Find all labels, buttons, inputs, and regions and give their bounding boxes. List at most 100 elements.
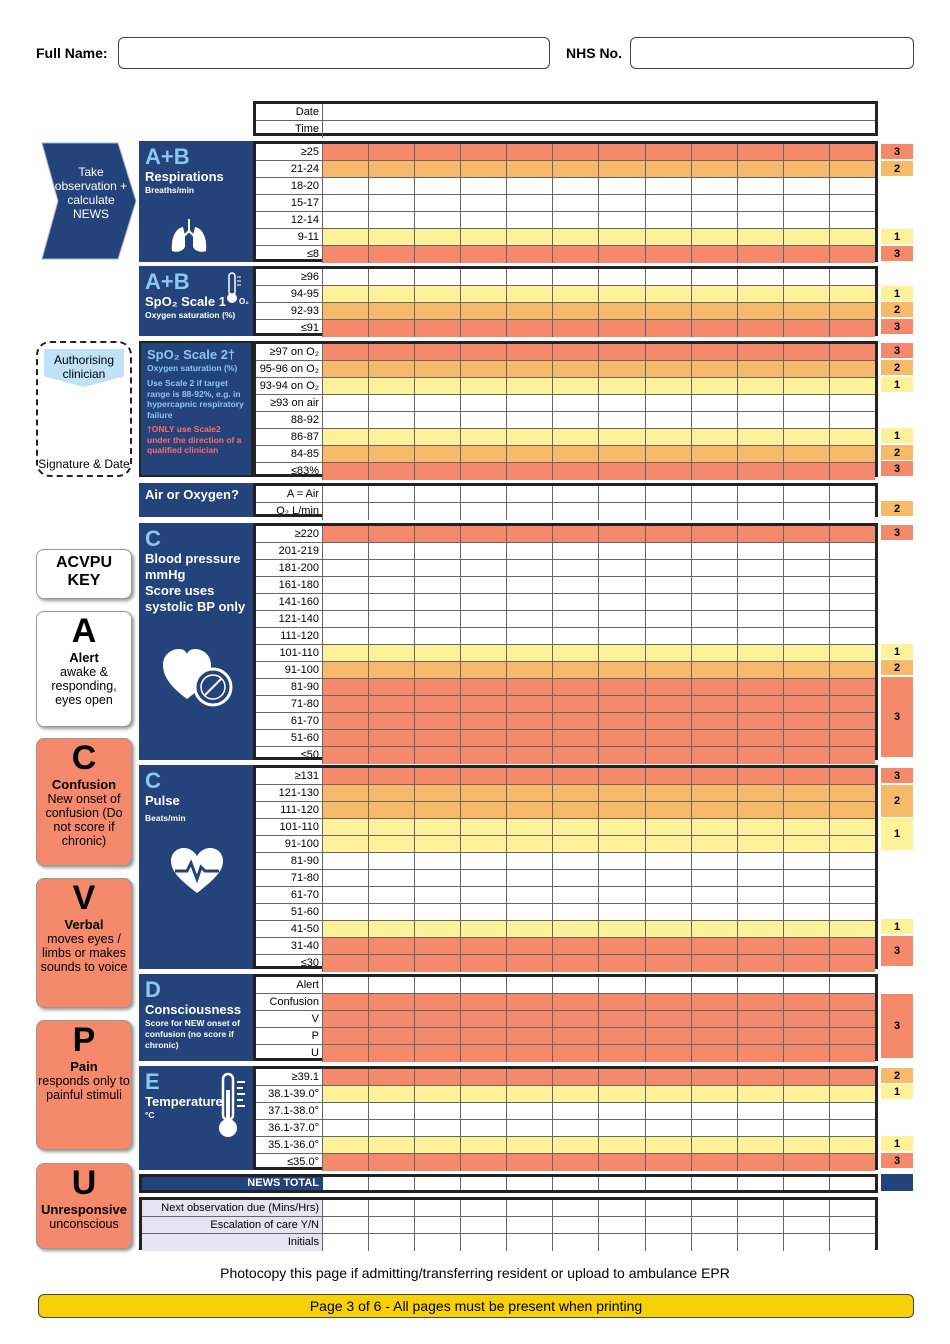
obs-cell[interactable]	[737, 819, 784, 835]
obs-cell[interactable]	[553, 645, 600, 661]
obs-cell[interactable]	[415, 543, 462, 559]
obs-cell[interactable]	[599, 269, 646, 285]
obs-cell[interactable]	[737, 1086, 784, 1102]
obs-cell[interactable]	[553, 955, 600, 972]
obs-cell[interactable]	[691, 269, 738, 285]
obs-cell[interactable]	[645, 1011, 692, 1027]
obs-cell[interactable]	[691, 977, 738, 993]
obs-cell[interactable]	[829, 785, 875, 801]
obs-cell[interactable]	[369, 679, 416, 695]
obs-cell[interactable]	[507, 696, 554, 712]
obs-cell[interactable]	[369, 594, 416, 610]
obs-cell[interactable]	[507, 628, 554, 644]
obs-cell[interactable]	[369, 412, 416, 428]
obs-cell[interactable]	[829, 577, 875, 593]
obs-cell[interactable]	[829, 870, 875, 886]
obs-cell[interactable]	[369, 904, 416, 920]
obs-cell[interactable]	[737, 1137, 784, 1153]
obs-cell[interactable]	[507, 446, 554, 462]
obs-cell[interactable]	[645, 161, 692, 177]
obs-cell[interactable]	[783, 1028, 830, 1044]
obs-cell[interactable]	[369, 977, 416, 993]
obs-cell[interactable]	[369, 645, 416, 661]
obs-cell[interactable]	[553, 1086, 600, 1102]
obs-cell[interactable]	[783, 1069, 830, 1085]
obs-cell[interactable]	[323, 486, 370, 502]
obs-cell[interactable]	[829, 1086, 875, 1102]
obs-cell[interactable]	[599, 429, 646, 445]
obs-cell[interactable]	[553, 853, 600, 869]
obs-cell[interactable]	[369, 955, 416, 972]
obs-cell[interactable]	[553, 594, 600, 610]
obs-cell[interactable]	[461, 819, 508, 835]
obs-cell[interactable]	[323, 768, 370, 784]
obs-cell[interactable]	[783, 713, 830, 729]
obs-cell[interactable]	[645, 503, 692, 520]
obs-cell[interactable]	[323, 560, 370, 576]
obs-cell[interactable]	[323, 1200, 370, 1216]
obs-cell[interactable]	[599, 378, 646, 394]
obs-cell[interactable]	[415, 361, 462, 377]
obs-cell[interactable]	[645, 662, 692, 678]
obs-cell[interactable]	[323, 747, 370, 764]
obs-cell[interactable]	[553, 887, 600, 903]
obs-cell[interactable]	[645, 320, 692, 337]
obs-cell[interactable]	[369, 178, 416, 194]
obs-cell[interactable]	[783, 178, 830, 194]
obs-cell[interactable]	[553, 577, 600, 593]
obs-cell[interactable]	[553, 977, 600, 993]
obs-cell[interactable]	[323, 395, 370, 411]
obs-cell[interactable]	[645, 1045, 692, 1062]
obs-cell[interactable]	[737, 870, 784, 886]
obs-cell[interactable]	[323, 938, 370, 954]
obs-cell[interactable]	[599, 994, 646, 1010]
obs-cell[interactable]	[645, 212, 692, 228]
obs-cell[interactable]	[829, 378, 875, 394]
obs-cell[interactable]	[829, 768, 875, 784]
obs-cell[interactable]	[737, 1045, 784, 1062]
obs-cell[interactable]	[829, 1045, 875, 1062]
obs-cell[interactable]	[461, 836, 508, 852]
obs-cell[interactable]	[415, 977, 462, 993]
obs-cell[interactable]	[645, 560, 692, 576]
full-name-field[interactable]	[118, 37, 550, 69]
obs-cell[interactable]	[553, 785, 600, 801]
obs-cell[interactable]	[691, 486, 738, 502]
obs-cell[interactable]	[323, 1028, 370, 1044]
obs-cell[interactable]	[645, 526, 692, 542]
obs-cell[interactable]	[691, 662, 738, 678]
obs-cell[interactable]	[783, 1217, 830, 1233]
obs-cell[interactable]	[691, 361, 738, 377]
obs-cell[interactable]	[461, 713, 508, 729]
obs-cell[interactable]	[415, 594, 462, 610]
obs-cell[interactable]	[415, 144, 462, 160]
obs-cell[interactable]	[737, 178, 784, 194]
obs-cell[interactable]	[415, 1086, 462, 1102]
obs-cell[interactable]	[415, 662, 462, 678]
nhs-number-field[interactable]	[630, 37, 914, 69]
obs-cell[interactable]	[599, 662, 646, 678]
obs-cell[interactable]	[369, 887, 416, 903]
obs-cell[interactable]	[553, 1045, 600, 1062]
obs-cell[interactable]	[599, 1137, 646, 1153]
obs-cell[interactable]	[691, 730, 738, 746]
obs-cell[interactable]	[553, 696, 600, 712]
obs-cell[interactable]	[829, 161, 875, 177]
obs-cell[interactable]	[829, 853, 875, 869]
obs-cell[interactable]	[461, 887, 508, 903]
obs-cell[interactable]	[599, 412, 646, 428]
obs-cell[interactable]	[829, 1069, 875, 1085]
obs-cell[interactable]	[461, 994, 508, 1010]
obs-cell[interactable]	[415, 836, 462, 852]
obs-cell[interactable]	[737, 395, 784, 411]
obs-cell[interactable]	[415, 768, 462, 784]
obs-cell[interactable]	[829, 1154, 875, 1171]
obs-cell[interactable]	[507, 269, 554, 285]
obs-cell[interactable]	[691, 1217, 738, 1233]
obs-cell[interactable]	[323, 577, 370, 593]
obs-cell[interactable]	[783, 785, 830, 801]
obs-cell[interactable]	[507, 594, 554, 610]
obs-cell[interactable]	[691, 628, 738, 644]
obs-cell[interactable]	[737, 246, 784, 263]
obs-cell[interactable]	[415, 412, 462, 428]
